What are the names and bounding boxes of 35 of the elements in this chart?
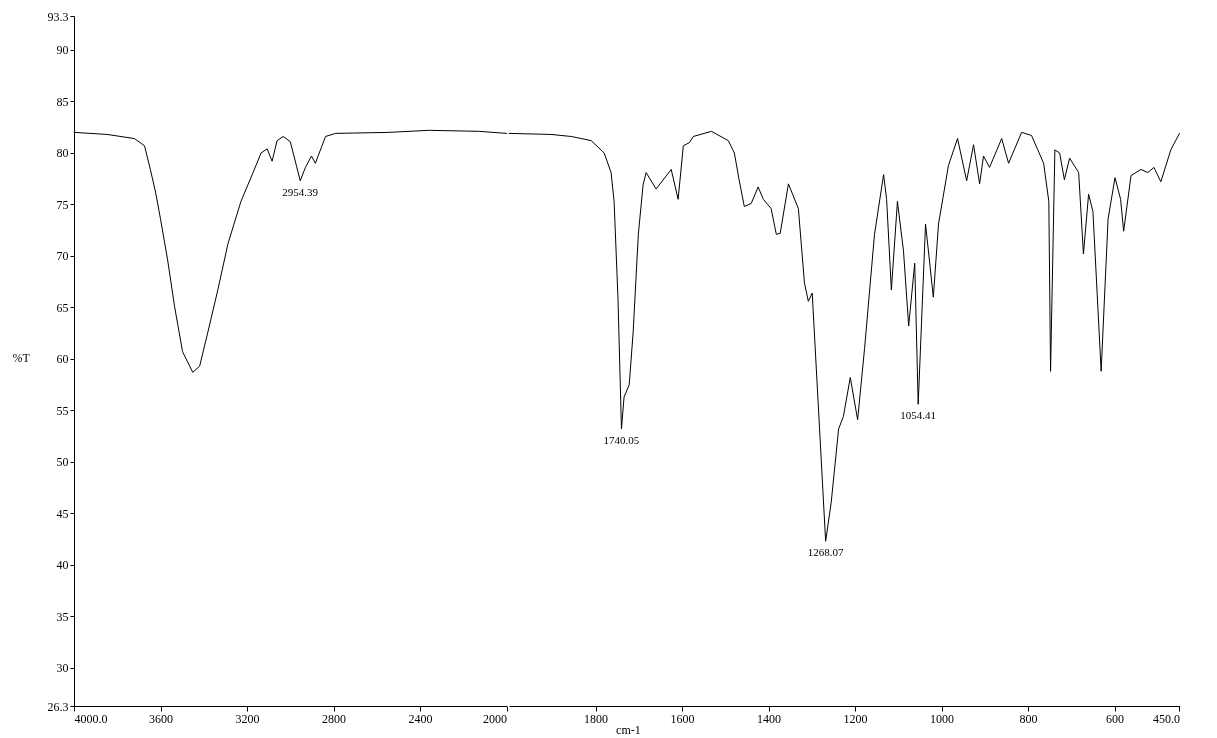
y-tick-label: 55 xyxy=(56,403,69,418)
x-tick-label: 2000 xyxy=(483,711,508,726)
y-tick-label: 50 xyxy=(56,455,69,470)
y-tick-label: 85 xyxy=(56,94,69,109)
y-axis-title: %T xyxy=(12,350,31,365)
y-tick-label: 40 xyxy=(56,558,69,573)
y-tick-label: 35 xyxy=(56,609,69,624)
x-tick-label: 4000.0 xyxy=(74,711,108,726)
y-tick-label: 45 xyxy=(56,506,69,521)
y-tick-label: 90 xyxy=(56,43,69,58)
x-tick-label: 450.0 xyxy=(1152,711,1180,726)
annotation: 1054.41 xyxy=(900,409,937,422)
annotation: 2954.39 xyxy=(282,185,319,198)
x-tick-label: 2400 xyxy=(408,711,433,726)
x-tick-label: 3200 xyxy=(235,711,260,726)
y-tick-label: 65 xyxy=(56,300,69,315)
y-tick-label: 60 xyxy=(56,352,69,367)
y-tick-label: 75 xyxy=(56,197,69,212)
y-tick-label: 26.3 xyxy=(47,699,69,714)
x-tick-label: 1000 xyxy=(930,711,955,726)
x-tick-label: 600 xyxy=(1106,711,1125,726)
x-tick-label: 1800 xyxy=(584,711,609,726)
x-tick-label: 3600 xyxy=(149,711,174,726)
annotation: 1740.05 xyxy=(603,433,640,446)
annotation: 1268.07 xyxy=(807,546,844,559)
x-axis-title: cm-1 xyxy=(616,722,641,737)
x-tick-label: 800 xyxy=(1019,711,1038,726)
x-tick-label: 1400 xyxy=(757,711,782,726)
x-tick-label: 1600 xyxy=(670,711,695,726)
y-tick-label: 93.3 xyxy=(47,9,69,24)
y-tick-label: 70 xyxy=(56,249,69,264)
x-tick-label: 1200 xyxy=(843,711,868,726)
x-tick-label: 2800 xyxy=(322,711,347,726)
y-tick-label: 80 xyxy=(56,146,69,161)
y-tick-label: 30 xyxy=(56,661,69,676)
